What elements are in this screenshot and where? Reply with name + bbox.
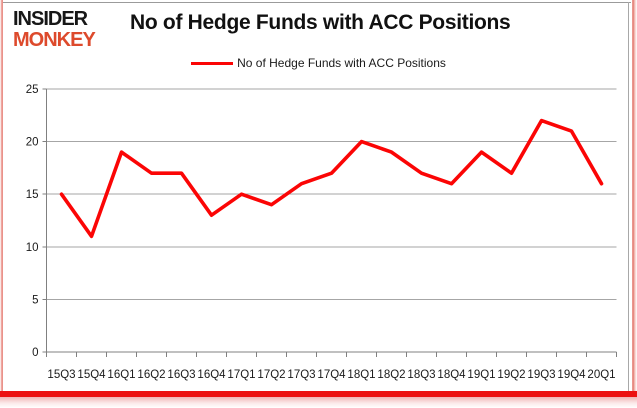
x-tick-label: 17Q1 [227, 369, 255, 381]
x-tick-label: 16Q2 [137, 369, 165, 381]
x-tick-label: 15Q4 [77, 369, 106, 381]
x-tick-label: 16Q4 [197, 369, 226, 381]
x-tick-label: 19Q4 [557, 369, 586, 381]
x-tick-label: 18Q1 [347, 369, 375, 381]
logo-line2: MONKEY [13, 29, 96, 51]
x-tick-label: 18Q4 [437, 369, 466, 381]
y-tick-label: 10 [26, 242, 39, 254]
legend-line-swatch [191, 61, 234, 65]
x-tick-label: 17Q3 [287, 369, 315, 381]
x-tick-label: 16Q3 [167, 369, 195, 381]
x-tick-label: 16Q1 [107, 369, 135, 381]
y-tick-label: 20 [26, 137, 39, 149]
y-tick-label: 15 [26, 189, 39, 201]
chart-legend: No of Hedge Funds with ACC Positions [0, 56, 637, 70]
x-tick-label: 19Q3 [527, 369, 555, 381]
series-line-hedge-funds [59, 118, 604, 239]
x-tick-label: 17Q4 [317, 369, 346, 381]
frame-right-border [632, 0, 637, 396]
chart-title: No of Hedge Funds with ACC Positions [130, 11, 511, 34]
x-tick-label: 18Q2 [377, 369, 405, 381]
logo-line1: INSIDER [13, 8, 88, 30]
x-tick-label: 19Q1 [467, 369, 495, 381]
x-tick-label: 15Q3 [47, 369, 75, 381]
y-tick-label: 25 [26, 84, 39, 96]
frame-bottom-shadow [0, 397, 637, 408]
y-tick-label: 5 [32, 294, 38, 306]
frame-left-border [0, 0, 3, 396]
legend-label: No of Hedge Funds with ACC Positions [237, 56, 446, 70]
x-tick-label: 19Q2 [497, 369, 525, 381]
frame-top-border [2, 2, 631, 3]
x-tick-label: 20Q1 [587, 369, 615, 381]
x-tick-label: 18Q3 [407, 369, 435, 381]
frame-bottom-red-bar [0, 391, 637, 397]
insider-monkey-logo: INSIDER MONKEY [13, 8, 96, 51]
x-tick-label: 17Q2 [257, 369, 285, 381]
chart-right-border [628, 2, 629, 392]
y-tick-label: 0 [32, 347, 38, 359]
